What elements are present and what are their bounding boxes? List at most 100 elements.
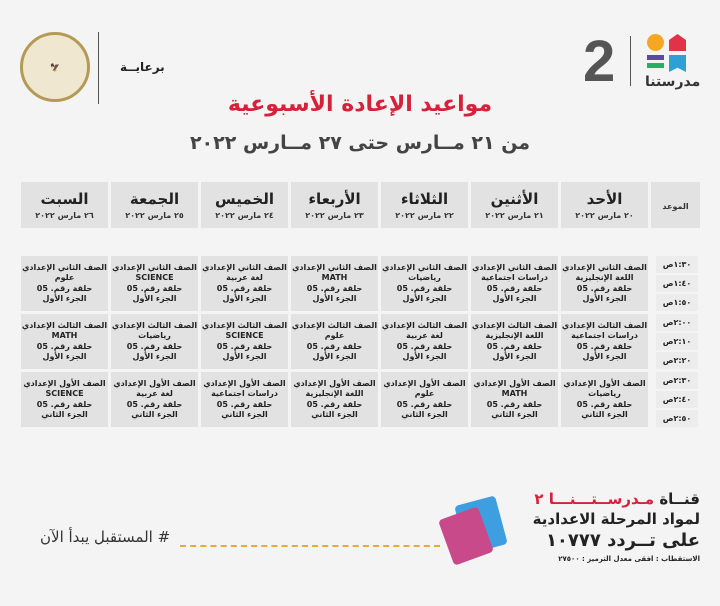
part: الجزء الأول — [402, 294, 447, 303]
episode: حلقة رقم. 05 — [306, 399, 363, 409]
time-label: ٢:١٠ص — [662, 337, 692, 346]
episode: حلقة رقم. 05 — [576, 399, 633, 409]
subject: MATH — [51, 331, 78, 340]
episode: حلقة رقم. 05 — [306, 341, 363, 351]
part: الجزء الأول — [42, 294, 87, 303]
grade: الصف الثالث الإعدادي — [111, 320, 198, 330]
part: الجزء الأول — [132, 352, 177, 361]
channel-subtitle: لمواد المرحلة الاعدادية — [532, 510, 700, 528]
day-date: ٢٠ مارس ٢٠٢٢ — [575, 211, 634, 220]
episode: حلقة رقم. 05 — [126, 341, 183, 351]
grade: الصف الأول الإعدادي — [473, 378, 556, 388]
session-cell: الصف الثاني الإعدادي لغة عربية حلقة رقم. 0… — [201, 256, 288, 311]
time-slot: ٢:٣٠ص — [656, 372, 698, 389]
episode: حلقة رقم. 05 — [126, 283, 183, 293]
subject: SCIENCE — [45, 389, 84, 398]
part: الجزء الثاني — [41, 410, 88, 419]
session-cell: الصف الثالث الإعدادي اللغة الإنجليزية حلقة… — [471, 314, 558, 369]
session-cell: الصف الأول الإعدادي دراسات اجتماعية حلقة ر… — [201, 372, 288, 427]
time-slot: ١:٤٠ص — [656, 275, 698, 292]
episode: حلقة رقم. 05 — [36, 283, 93, 293]
grade: الصف الثالث الإعدادي — [381, 320, 468, 330]
time-label: ١:٣٠ص — [662, 260, 692, 269]
divider — [98, 32, 99, 104]
episode: حلقة رقم. 05 — [486, 399, 543, 409]
part: الجزء الثاني — [131, 410, 178, 419]
subject: لغة عربية — [406, 331, 443, 340]
time-slot: ٢:٤٠ص — [656, 391, 698, 408]
time-slot: ١:٣٠ص — [656, 256, 698, 273]
day-name: السبت — [40, 190, 89, 208]
episode: حلقة رقم. 05 — [486, 341, 543, 351]
part: الجزء الأول — [312, 294, 357, 303]
brand-name: مدرستنا — [645, 74, 701, 90]
session-cell: الصف الأول الإعدادي MATH حلقة رقم. 05 الجزء… — [471, 372, 558, 427]
subject: دراسات اجتماعية — [571, 331, 638, 340]
grade: الصف الأول الإعدادي — [113, 378, 196, 388]
sponsor-label: برعايــة — [120, 60, 165, 74]
session-cell: الصف الأول الإعدادي SCIENCE حلقة رقم. 05 ال… — [21, 372, 108, 427]
session-cell: الصف الثاني الإعدادي دراسات اجتماعية حلقة … — [471, 256, 558, 311]
day-date: ٢٥ مارس ٢٠٢٢ — [125, 211, 184, 220]
session-cell: الصف الثاني الإعدادي MATH حلقة رقم. 05 الجز… — [291, 256, 378, 311]
time-label: ١:٤٠ص — [662, 279, 692, 288]
session-cell: الصف الأول الإعدادي لغة عربية حلقة رقم. 05… — [111, 372, 198, 427]
day-name: الثلاثاء — [400, 190, 449, 208]
part: الجزء الأول — [42, 352, 87, 361]
session-cell: الصف الثالث الإعدادي علوم حلقة رقم. 05 الجز… — [291, 314, 378, 369]
session-cell: الصف الثاني الإعدادي رياضيات حلقة رقم. 05 ا… — [381, 256, 468, 311]
session-cell: الصف الثاني الإعدادي علوم حلقة رقم. 05 الجز… — [21, 256, 108, 311]
day-name: الأربعاء — [308, 190, 361, 208]
grade: الصف الثالث الإعدادي — [201, 320, 288, 330]
episode: حلقة رقم. 05 — [396, 341, 453, 351]
dashed-line — [180, 545, 440, 547]
page-title: مواعيد الإعادة الأسبوعية — [227, 92, 493, 117]
channel-name: مـدرســتـــنـــا ٢ — [534, 490, 655, 508]
time-label: ٢:٥٠ص — [662, 414, 692, 423]
page-subtitle: من ٢١ مــارس حتى ٢٧ مــارس ٢٠٢٢ — [189, 132, 531, 154]
time-slot: ٢:٥٠ص — [656, 410, 698, 427]
day-date: ٢٢ مارس ٢٠٢٢ — [395, 211, 454, 220]
day-date: ٢٣ مارس ٢٠٢٢ — [305, 211, 364, 220]
grade: الصف الثالث الإعدادي — [561, 320, 648, 330]
episode: حلقة رقم. 05 — [576, 341, 633, 351]
subject: علوم — [414, 389, 435, 398]
session-cell: الصف الثالث الإعدادي MATH حلقة رقم. 05 الجز… — [21, 314, 108, 369]
time-slot: ١:٥٠ص — [656, 294, 698, 311]
time-slot: ٢:١٠ص — [656, 333, 698, 350]
session-cell: الصف الثالث الإعدادي دراسات اجتماعية حلقة … — [561, 314, 648, 369]
day-name: الأثنين — [490, 190, 539, 208]
session-cell: الصف الأول الإعدادي اللغة الإنجليزية حلقة … — [291, 372, 378, 427]
session-cell: الصف الثالث الإعدادي لغة عربية حلقة رقم. 0… — [381, 314, 468, 369]
time-label: ٢:٢٠ص — [662, 356, 692, 365]
part: الجزء الأول — [222, 294, 267, 303]
time-label: ٢:٤٠ص — [662, 395, 692, 404]
part: الجزء الأول — [492, 294, 537, 303]
session-cell: الصف الأول الإعدادي رياضيات حلقة رقم. 05 ال… — [561, 372, 648, 427]
time-header-label: الموعد — [662, 202, 689, 211]
time-header: الموعد — [651, 182, 700, 228]
subject: دراسات اجتماعية — [211, 389, 278, 398]
subject: رياضيات — [408, 273, 441, 282]
subject: SCIENCE — [225, 331, 264, 340]
grade: الصف الثالث الإعدادي — [21, 320, 108, 330]
session-cell: الصف الثاني الإعدادي اللغة الإنجليزية حلقة… — [561, 256, 648, 311]
subject: اللغة الإنجليزية — [575, 273, 634, 282]
channel-frequency: على تــردد ١٠٧٧٧ — [545, 530, 700, 551]
part: الجزء الثاني — [581, 410, 628, 419]
time-label: ٢:٣٠ص — [662, 376, 692, 385]
part: الجزء الأول — [582, 294, 627, 303]
cards-illustration — [438, 495, 510, 570]
episode: حلقة رقم. 05 — [216, 341, 273, 351]
day-name: الخميس — [215, 190, 274, 208]
grade: الصف الثاني الإعدادي — [202, 262, 287, 272]
day-header: الثلاثاء ٢٢ مارس ٢٠٢٢ — [381, 182, 468, 228]
day-name: الجمعة — [129, 190, 180, 208]
day-date: ٢٤ مارس ٢٠٢٢ — [215, 211, 274, 220]
subject: علوم — [54, 273, 75, 282]
session-cell: الصف الأول الإعدادي علوم حلقة رقم. 05 الجزء… — [381, 372, 468, 427]
subject: لغة عربية — [226, 273, 263, 282]
part: الجزء الثاني — [221, 410, 268, 419]
channel-details: الاستقطاب : افقى معدل الترميز : ٢٧٥٠٠ — [558, 555, 700, 563]
part: الجزء الأول — [402, 352, 447, 361]
